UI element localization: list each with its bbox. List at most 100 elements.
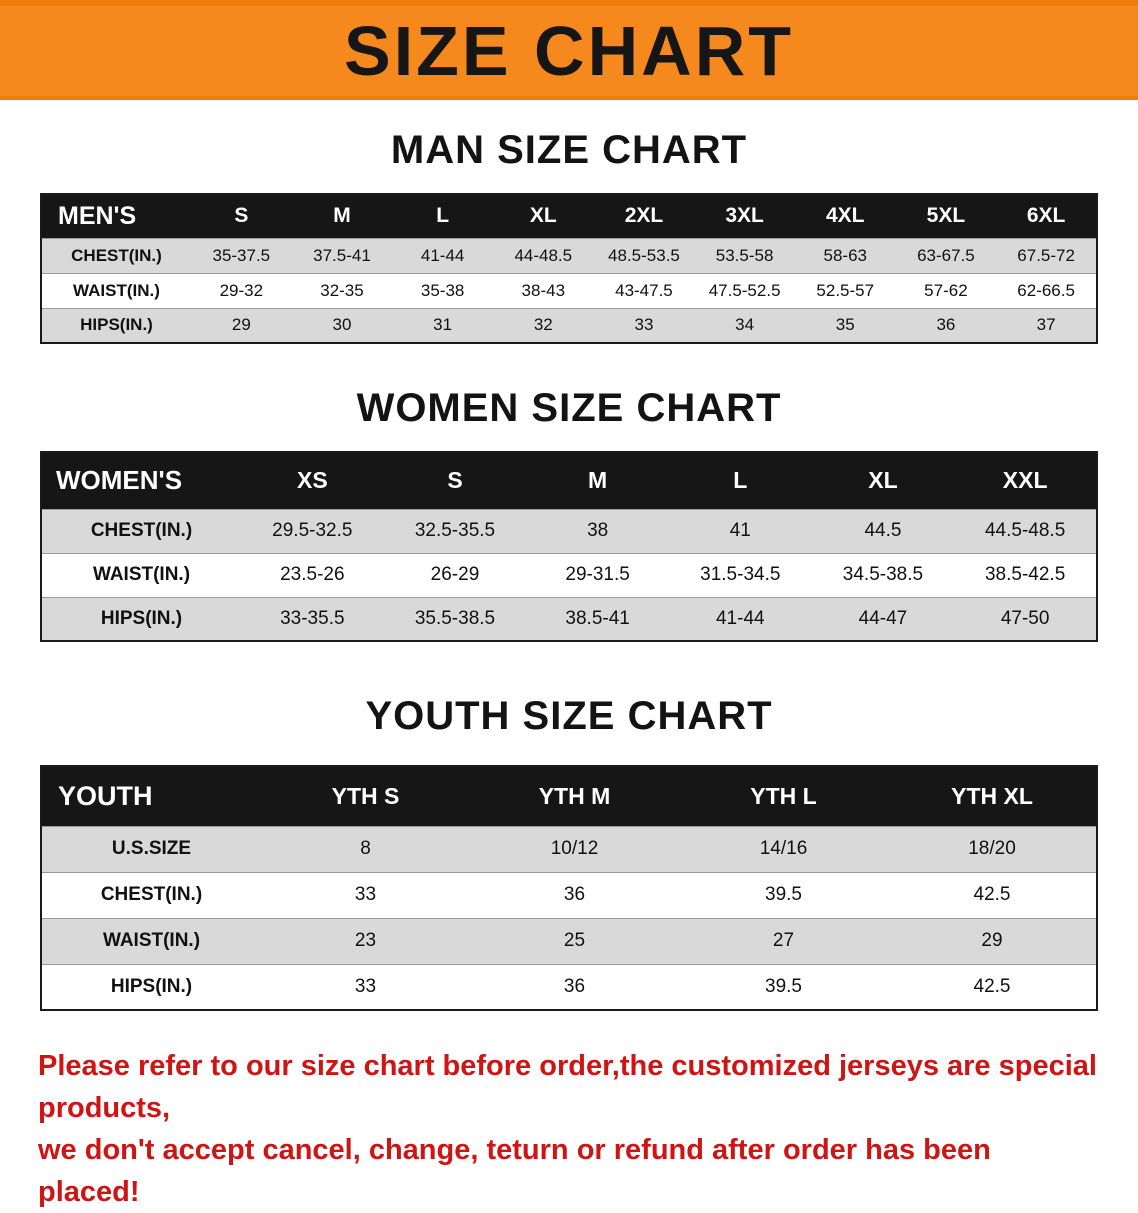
size-value-cell: 35-38 bbox=[420, 280, 465, 300]
women-size-table: WOMEN'S XS S M L XL XXL CHEST(IN.) 29.5-32.5 32.5… bbox=[40, 451, 1098, 642]
row-label: CHEST(IN.) bbox=[90, 520, 193, 541]
size-value-cell: 44-47 bbox=[858, 607, 908, 629]
size-value-cell: 57-62 bbox=[924, 280, 968, 300]
table-corner-label: YOUTH bbox=[41, 766, 261, 826]
size-value-cell: 36 bbox=[563, 975, 586, 997]
size-value-cell: 23.5-26 bbox=[280, 564, 345, 585]
size-value-cell: 10/12 bbox=[550, 838, 599, 859]
size-value-cell: 47.5-52.5 bbox=[708, 280, 781, 300]
size-column-header: L bbox=[392, 194, 493, 238]
size-column-header: S bbox=[383, 452, 527, 509]
size-value-cell: 29-31.5 bbox=[565, 564, 630, 585]
row-label: HIPS(IN.) bbox=[110, 975, 193, 997]
size-column-header: 3XL bbox=[694, 194, 795, 238]
size-column-header: XL bbox=[811, 452, 955, 509]
size-value-cell: 29 bbox=[981, 930, 1003, 951]
size-column-header: YTH L bbox=[679, 766, 888, 826]
measurement-row: CHEST(IN.) 35-37.5 37.5-41 41-44 44-48.5 48.5… bbox=[41, 238, 1097, 273]
size-column-header: 6XL bbox=[996, 194, 1097, 238]
size-value-cell: 35.5-38.5 bbox=[414, 607, 496, 629]
table-header-row: YOUTH YTH S YTH M YTH L YTH XL bbox=[41, 766, 1097, 826]
size-value-cell: 26-29 bbox=[430, 564, 480, 585]
measurement-row: WAIST(IN.) 23.5-26 26-29 29-31.5 31.5-34.5 34… bbox=[41, 553, 1097, 597]
youth-size-chart-section: YOUTH SIZE CHART YOUTH YTH S YTH M YTH L YTH… bbox=[0, 694, 1138, 1011]
size-value-cell: 43-47.5 bbox=[615, 280, 673, 300]
measurement-row: HIPS(IN.) 33 36 39.5 42.5 bbox=[41, 964, 1097, 1010]
measurement-row: WAIST(IN.) 23 25 27 29 bbox=[41, 918, 1097, 964]
size-value-cell: 67.5-72 bbox=[1017, 245, 1075, 265]
size-value-cell: 53.5-58 bbox=[715, 245, 774, 265]
size-column-header: YTH M bbox=[470, 766, 679, 826]
size-value-cell: 31 bbox=[433, 315, 453, 335]
size-column-header: M bbox=[291, 194, 393, 238]
row-label: CHEST(IN.) bbox=[71, 245, 162, 265]
size-value-cell: 38.5-41 bbox=[565, 607, 630, 629]
size-value-cell: 32-35 bbox=[320, 280, 364, 300]
size-value-cell: 14/16 bbox=[759, 838, 808, 859]
size-value-cell: 33 bbox=[634, 315, 654, 335]
page-title: SIZE CHART bbox=[344, 12, 794, 90]
disclaimer-text: Please refer to our size chart before or… bbox=[0, 1045, 1138, 1213]
size-value-cell: 41-44 bbox=[715, 607, 765, 629]
size-value-cell: 44.5 bbox=[864, 520, 902, 541]
women-chart-title: WOMEN SIZE CHART bbox=[356, 386, 782, 430]
size-value-cell: 32 bbox=[533, 315, 553, 335]
size-value-cell: 44.5-48.5 bbox=[984, 520, 1066, 541]
size-value-cell: 38 bbox=[587, 520, 609, 541]
size-value-cell: 8 bbox=[360, 838, 371, 859]
measurement-row: HIPS(IN.) 33-35.5 35.5-38.5 38.5-41 41-44 44-… bbox=[41, 597, 1097, 641]
size-value-cell: 36 bbox=[936, 315, 956, 335]
disclaimer-line-2: we don't accept cancel, change, teturn o… bbox=[38, 1134, 991, 1209]
size-column-header: 5XL bbox=[895, 194, 997, 238]
size-value-cell: 30 bbox=[332, 315, 352, 335]
women-size-chart-section: WOMEN SIZE CHART WOMEN'S XS S M L XL XXL CHEST(… bbox=[0, 386, 1138, 642]
size-column-header: YTH XL bbox=[888, 766, 1097, 826]
size-value-cell: 35-37.5 bbox=[212, 245, 271, 265]
size-column-header: S bbox=[191, 194, 292, 238]
man-chart-title: MAN SIZE CHART bbox=[390, 128, 748, 172]
row-label: U.S.SIZE bbox=[111, 838, 192, 859]
size-column-header: 2XL bbox=[593, 194, 695, 238]
size-value-cell: 27 bbox=[772, 930, 795, 951]
row-label: HIPS(IN.) bbox=[80, 315, 153, 335]
size-value-cell: 23 bbox=[354, 930, 377, 951]
row-label: WAIST(IN.) bbox=[92, 564, 191, 585]
size-value-cell: 32.5-35.5 bbox=[414, 520, 496, 541]
youth-chart-title: YOUTH SIZE CHART bbox=[365, 694, 773, 738]
size-value-cell: 47-50 bbox=[1000, 607, 1050, 629]
size-column-header: XS bbox=[241, 452, 384, 509]
size-value-cell: 63-67.5 bbox=[917, 245, 975, 265]
size-value-cell: 37.5-41 bbox=[313, 245, 371, 265]
size-column-header: XXL bbox=[954, 452, 1097, 509]
row-label: CHEST(IN.) bbox=[100, 884, 203, 905]
table-header-row: MEN'S S M L XL 2XL 3XL 4XL 5XL 6XL bbox=[41, 194, 1097, 238]
size-value-cell: 38-43 bbox=[521, 280, 566, 300]
size-value-cell: 33 bbox=[354, 975, 377, 997]
row-label: WAIST(IN.) bbox=[73, 280, 160, 300]
disclaimer-line-1: Please refer to our size chart before or… bbox=[38, 1050, 1097, 1125]
size-value-cell: 33 bbox=[354, 884, 377, 905]
measurement-row: CHEST(IN.) 29.5-32.5 32.5-35.5 38 41 44.5 44.5… bbox=[41, 509, 1097, 553]
size-value-cell: 29 bbox=[231, 315, 251, 335]
size-column-header: M bbox=[526, 452, 669, 509]
size-column-header: XL bbox=[492, 194, 594, 238]
table-corner-label: WOMEN'S bbox=[41, 452, 241, 509]
size-value-cell: 42.5 bbox=[973, 975, 1011, 997]
size-value-cell: 41 bbox=[729, 520, 751, 541]
size-value-cell: 34 bbox=[735, 315, 755, 335]
size-column-header: YTH S bbox=[261, 766, 470, 826]
row-label: HIPS(IN.) bbox=[100, 607, 183, 629]
size-column-header: L bbox=[668, 452, 812, 509]
size-value-cell: 38.5-42.5 bbox=[984, 564, 1066, 585]
measurement-row: U.S.SIZE 8 10/12 14/16 18/20 bbox=[41, 826, 1097, 872]
size-value-cell: 62-66.5 bbox=[1017, 280, 1075, 300]
size-value-cell: 58-63 bbox=[823, 245, 867, 265]
measurement-row: HIPS(IN.) 29 30 31 32 33 34 35 36 37 bbox=[41, 308, 1097, 343]
size-value-cell: 41-44 bbox=[420, 245, 465, 265]
size-value-cell: 35 bbox=[835, 315, 855, 335]
size-value-cell: 33-35.5 bbox=[280, 607, 345, 629]
size-value-cell: 36 bbox=[563, 884, 586, 905]
size-value-cell: 39.5 bbox=[765, 975, 802, 997]
size-value-cell: 18/20 bbox=[968, 838, 1016, 859]
size-value-cell: 48.5-53.5 bbox=[608, 245, 680, 265]
